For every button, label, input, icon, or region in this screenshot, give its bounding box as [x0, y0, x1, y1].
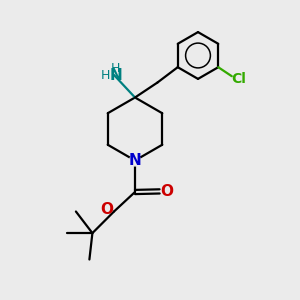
Text: O: O [160, 184, 174, 199]
Text: O: O [100, 202, 113, 217]
Circle shape [130, 155, 140, 166]
Text: Cl: Cl [231, 72, 246, 86]
Text: N: N [110, 68, 123, 83]
Text: H: H [101, 69, 110, 82]
Text: N: N [129, 153, 141, 168]
Text: H: H [111, 62, 120, 75]
